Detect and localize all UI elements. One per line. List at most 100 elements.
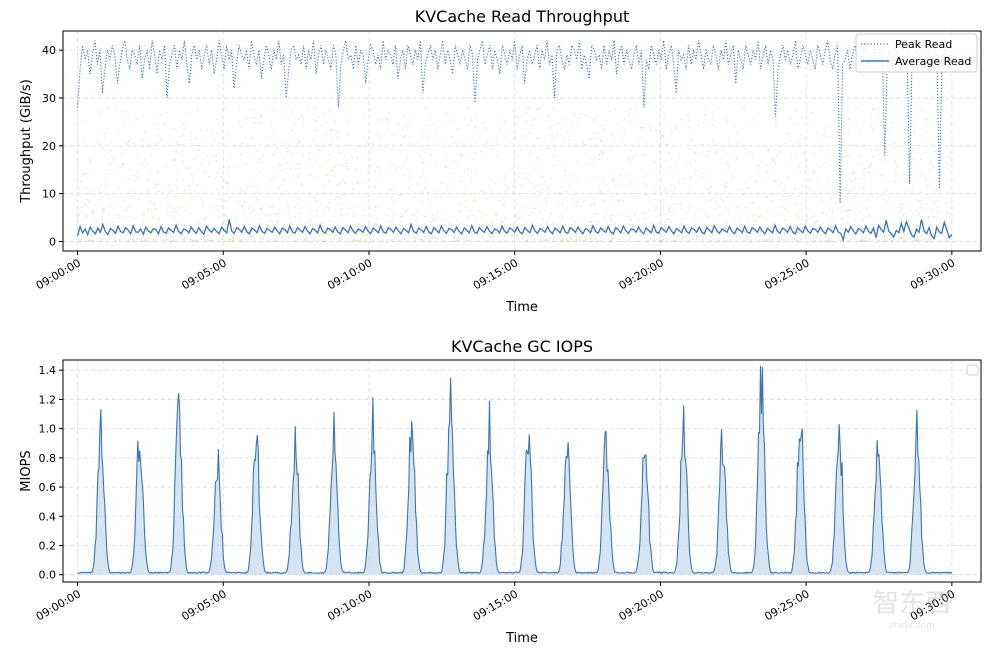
- scatter-point: [307, 192, 310, 195]
- scatter-point: [514, 182, 516, 185]
- scatter-point: [366, 142, 369, 144]
- scatter-point: [865, 239, 867, 242]
- scatter-point: [336, 203, 339, 206]
- scatter-point: [719, 198, 722, 200]
- scatter-point: [551, 240, 554, 243]
- scatter-point: [879, 141, 882, 144]
- scatter-point: [512, 184, 515, 186]
- scatter-point: [575, 232, 578, 235]
- scatter-point: [549, 126, 551, 129]
- scatter-point: [933, 141, 936, 144]
- scatter-point: [359, 233, 362, 236]
- scatter-point: [526, 238, 529, 240]
- scatter-point: [905, 189, 908, 192]
- scatter-point: [529, 152, 532, 155]
- scatter-point: [317, 223, 320, 226]
- scatter-point: [796, 240, 798, 242]
- scatter-point: [164, 240, 167, 243]
- scatter-point: [256, 150, 259, 152]
- scatter-point: [800, 116, 803, 118]
- scatter-point: [340, 237, 343, 240]
- scatter-point: [274, 152, 277, 155]
- scatter-point: [266, 137, 268, 140]
- scatter-point: [409, 239, 412, 242]
- scatter-point: [144, 237, 147, 240]
- scatter-point: [732, 176, 734, 179]
- scatter-point: [391, 194, 393, 196]
- scatter-point: [416, 210, 419, 213]
- scatter-point: [138, 198, 141, 201]
- scatter-point: [129, 168, 132, 171]
- scatter-point: [503, 119, 506, 122]
- scatter-point: [877, 239, 880, 242]
- scatter-point: [693, 213, 695, 216]
- scatter-point: [665, 218, 668, 221]
- scatter-point: [302, 124, 305, 127]
- scatter-point: [512, 193, 514, 195]
- scatter-point: [332, 236, 334, 239]
- scatter-point: [724, 239, 726, 242]
- scatter-point: [744, 231, 747, 234]
- scatter-point: [453, 172, 456, 174]
- scatter-point: [916, 152, 918, 155]
- scatter-point: [221, 238, 224, 241]
- scatter-point: [812, 216, 814, 218]
- scatter-point: [100, 184, 103, 187]
- scatter-point: [157, 237, 159, 240]
- scatter-point: [668, 218, 670, 221]
- scatter-point: [749, 240, 752, 243]
- scatter-point: [126, 209, 129, 212]
- scatter-point: [404, 210, 407, 213]
- scatter-point: [157, 218, 160, 221]
- scatter-point: [375, 166, 378, 169]
- x-tick-label: 09:15:00: [471, 587, 520, 623]
- scatter-point: [705, 240, 708, 243]
- scatter-point: [653, 239, 655, 241]
- scatter-point: [628, 181, 631, 184]
- scatter-point: [375, 224, 377, 227]
- scatter-point: [276, 146, 279, 149]
- scatter-point: [744, 206, 747, 209]
- scatter-point: [858, 212, 861, 214]
- scatter-point: [836, 131, 838, 134]
- scatter-point: [630, 218, 632, 221]
- scatter-point: [313, 107, 316, 110]
- scatter-point: [453, 235, 456, 238]
- scatter-point: [725, 240, 728, 243]
- scatter-point: [623, 117, 626, 120]
- scatter-point: [536, 156, 539, 159]
- scatter-point: [852, 171, 854, 174]
- scatter-point: [674, 186, 676, 189]
- scatter-point: [240, 229, 243, 231]
- scatter-point: [755, 181, 758, 184]
- scatter-point: [816, 220, 818, 223]
- scatter-point: [879, 174, 882, 177]
- scatter-point: [315, 215, 318, 218]
- scatter-point: [500, 239, 503, 241]
- scatter-point: [513, 176, 516, 179]
- scatter-point: [127, 240, 129, 243]
- scatter-point: [221, 223, 224, 225]
- scatter-point: [228, 240, 231, 243]
- scatter-point: [353, 238, 355, 241]
- scatter-point: [500, 221, 503, 224]
- scatter-point: [239, 187, 242, 190]
- scatter-point: [931, 211, 933, 214]
- scatter-point: [853, 195, 856, 197]
- scatter-point: [674, 126, 676, 128]
- scatter-point: [870, 164, 873, 167]
- scatter-point: [515, 116, 518, 119]
- scatter-point: [405, 157, 408, 160]
- scatter-point: [687, 205, 689, 208]
- scatter-point: [919, 206, 922, 208]
- scatter-point: [653, 232, 656, 235]
- scatter-point: [680, 222, 683, 225]
- scatter-point: [614, 222, 616, 225]
- scatter-point: [486, 239, 488, 242]
- scatter-point: [250, 180, 253, 182]
- scatter-point: [487, 185, 490, 188]
- scatter-point: [658, 240, 661, 243]
- scatter-point: [794, 109, 797, 112]
- x-tick-label: 09:20:00: [617, 587, 666, 623]
- scatter-point: [903, 237, 905, 240]
